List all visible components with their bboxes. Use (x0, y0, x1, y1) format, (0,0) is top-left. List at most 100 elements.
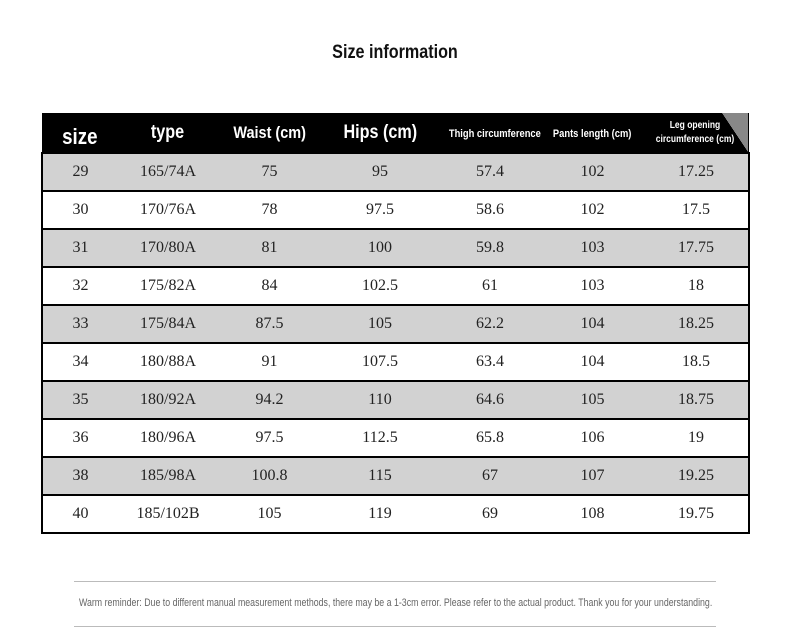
footer-note: Warm reminder: Due to different manual m… (79, 597, 713, 609)
header-text: Thigh circumference(cm) (448, 127, 541, 140)
table-cell: 180/92A (118, 380, 218, 419)
table-cell: 57.4 (439, 152, 541, 191)
table-cell: 38 (41, 456, 118, 495)
table-cell: 108 (541, 494, 644, 534)
table-cell: 34 (41, 342, 118, 381)
table-cell: 18.5 (644, 342, 750, 381)
table-cell: 33 (41, 304, 118, 343)
table-cell: 81 (218, 228, 321, 267)
table-cell: 104 (541, 342, 644, 381)
table-cell: 36 (41, 418, 118, 457)
table-cell: 87.5 (218, 304, 321, 343)
table-cell: 35 (41, 380, 118, 419)
table-cell: 119 (321, 494, 439, 534)
header-text: Waist (cm) (233, 122, 306, 142)
table-cell: 17.75 (644, 228, 750, 267)
table-cell: 97.5 (321, 190, 439, 229)
header-cell: Hips (cm) (321, 113, 439, 153)
table-cell: 67 (439, 456, 541, 495)
table-row: 33 175/84A 87.5 105 62.2 104 18.25 (41, 304, 750, 343)
table-cell: 103 (541, 228, 644, 267)
header-text: Leg opening circumference (cm) (655, 119, 735, 145)
table-cell: 105 (218, 494, 321, 534)
table-cell: 180/88A (118, 342, 218, 381)
table-cell: 102.5 (321, 266, 439, 305)
divider (74, 581, 716, 582)
header-cell: Pants length (cm) (541, 113, 644, 153)
table-cell: 102 (541, 152, 644, 191)
table-row: 31 170/80A 81 100 59.8 103 17.75 (41, 228, 750, 267)
table-cell: 31 (41, 228, 118, 267)
table-row: 30 170/76A 78 97.5 58.6 102 17.5 (41, 190, 750, 229)
table-cell: 84 (218, 266, 321, 305)
table-cell: 62.2 (439, 304, 541, 343)
table-row: 36 180/96A 97.5 112.5 65.8 106 19 (41, 418, 750, 457)
table-cell: 180/96A (118, 418, 218, 457)
table-cell: 61 (439, 266, 541, 305)
header-row: size type Waist (cm) Hips (cm) Thigh circumf… (42, 113, 749, 153)
table-cell: 59.8 (439, 228, 541, 267)
table-cell: 19.25 (644, 456, 750, 495)
table-cell: 95 (321, 152, 439, 191)
table-cell: 107.5 (321, 342, 439, 381)
divider (74, 626, 716, 627)
table-cell: 175/84A (118, 304, 218, 343)
table-row: 29 165/74A 75 95 57.4 102 17.25 (41, 152, 750, 191)
table-cell: 17.25 (644, 152, 750, 191)
header-text: size (62, 123, 98, 149)
table-cell: 104 (541, 304, 644, 343)
table-cell: 91 (218, 342, 321, 381)
table-cell: 18.75 (644, 380, 750, 419)
table-cell: 115 (321, 456, 439, 495)
table-cell: 30 (41, 190, 118, 229)
table-cell: 17.5 (644, 190, 750, 229)
header-cell: Waist (cm) (218, 113, 321, 153)
table-cell: 175/82A (118, 266, 218, 305)
table-cell: 102 (541, 190, 644, 229)
table-cell: 185/98A (118, 456, 218, 495)
table-cell: 103 (541, 266, 644, 305)
header-text: Pants length (cm) (553, 127, 632, 140)
table-cell: 110 (321, 380, 439, 419)
table-row: 34 180/88A 91 107.5 63.4 104 18.5 (41, 342, 750, 381)
table-row: 40 185/102B 105 119 69 108 19.75 (41, 494, 750, 534)
table-cell: 105 (541, 380, 644, 419)
table-cell: 69 (439, 494, 541, 534)
table-cell: 75 (218, 152, 321, 191)
table-cell: 105 (321, 304, 439, 343)
table-cell: 100.8 (218, 456, 321, 495)
corner-decoration (722, 113, 748, 152)
table-cell: 94.2 (218, 380, 321, 419)
table-cell: 78 (218, 190, 321, 229)
table-cell: 170/76A (118, 190, 218, 229)
table-cell: 106 (541, 418, 644, 457)
table-cell: 170/80A (118, 228, 218, 267)
table-row: 38 185/98A 100.8 115 67 107 19.25 (41, 456, 750, 495)
table-cell: 112.5 (321, 418, 439, 457)
table-cell: 165/74A (118, 152, 218, 191)
table-cell: 64.6 (439, 380, 541, 419)
table-cell: 107 (541, 456, 644, 495)
table-cell: 40 (41, 494, 118, 534)
table-cell: 65.8 (439, 418, 541, 457)
header-text: type (151, 121, 185, 143)
table-cell: 97.5 (218, 418, 321, 457)
title: Size information (332, 42, 458, 63)
table-cell: 19 (644, 418, 750, 457)
header-cell: type (118, 113, 218, 153)
table-cell: 185/102B (118, 494, 218, 534)
table-cell: 18.25 (644, 304, 750, 343)
table-body: 29 165/74A 75 95 57.4 102 17.25 30 170/76A 78 97.5… (41, 152, 750, 534)
table-cell: 19.75 (644, 494, 750, 534)
table-cell: 29 (41, 152, 118, 191)
header-text: Hips (cm) (343, 121, 417, 143)
table-cell: 100 (321, 228, 439, 267)
table-cell: 58.6 (439, 190, 541, 229)
table-row: 32 175/82A 84 102.5 61 103 18 (41, 266, 750, 305)
header-cell: size (42, 113, 118, 153)
table-row: 35 180/92A 94.2 110 64.6 105 18.75 (41, 380, 750, 419)
header-cell: Thigh circumference(cm) (439, 113, 541, 153)
size-table: size type Waist (cm) Hips (cm) Thigh circumf… (41, 113, 750, 534)
table-cell: 63.4 (439, 342, 541, 381)
